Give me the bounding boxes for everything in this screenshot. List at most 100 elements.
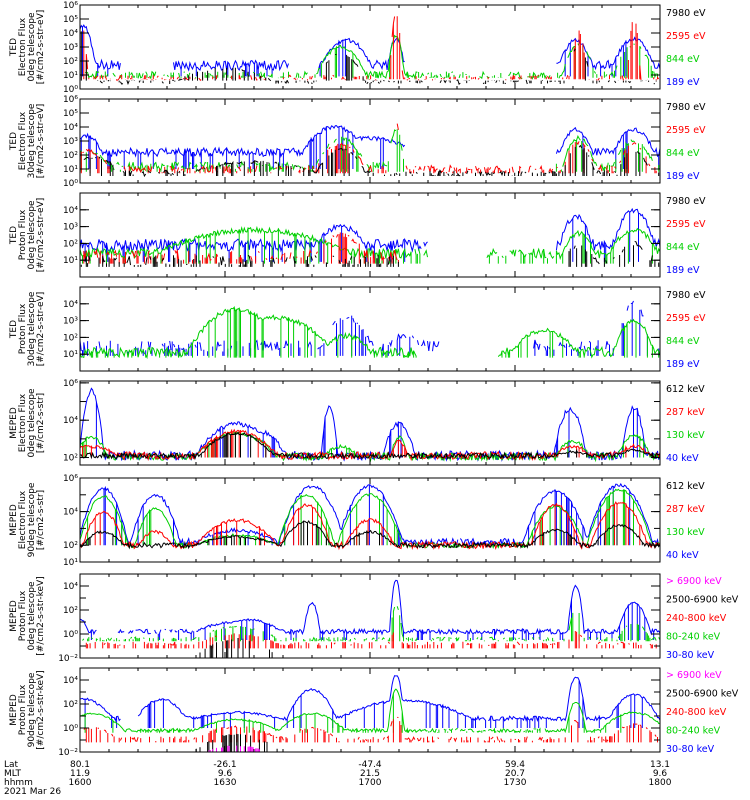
- panel-7: 10⁻² 10⁰ 10² 10⁴ MEPEDProton Flux0deg telesc…: [9, 573, 739, 664]
- y-tick-label: 10⁰: [63, 724, 78, 734]
- y-tick-label: 10²: [63, 606, 78, 616]
- legend-entry: 189 eV: [666, 265, 700, 276]
- y-axis-label-line: 30deg telescope: [27, 103, 37, 178]
- legend-entry: 2595 eV: [666, 219, 706, 230]
- legend-entry: 287 keV: [666, 504, 705, 515]
- x-axis-labels: LatMLThhmm80.111.91600-26.19.61630-47.42…: [4, 760, 672, 797]
- y-tick-label: 10¹: [63, 165, 78, 175]
- panel-1-series-1: [79, 24, 661, 77]
- panel-5-series-4: [79, 431, 661, 461]
- y-tick-label: 10⁴: [63, 29, 78, 39]
- x-tick-lat: 80.1: [70, 760, 90, 770]
- y-tick-label: 10⁰: [63, 85, 78, 95]
- legend-entry: 7980 eV: [666, 8, 706, 19]
- x-tick-hhmm: 1700: [359, 778, 382, 788]
- panel-3: 10¹ 10² 10³ 10⁴ TEDProton Flux0deg telescope…: [9, 192, 706, 278]
- legend-entry: 130 keV: [666, 527, 705, 538]
- x-tick-hhmm: 1730: [504, 778, 527, 788]
- series-line: [79, 30, 661, 85]
- y-tick-label: 10¹: [63, 256, 78, 266]
- y-axis-label-line: MEPED: [9, 407, 19, 439]
- y-axis-label-line: 90deg telescope: [27, 482, 37, 557]
- panel-8: 10⁻² 10⁰ 10² 10⁴ MEPEDProton Flux90deg teles…: [9, 667, 739, 758]
- series-line: [79, 501, 661, 551]
- y-axis-label-line: [#/cm2-s-str-eV]: [36, 198, 46, 273]
- y-tick-label: 10²: [63, 57, 78, 67]
- y-axis-label-line: 90deg telescope: [27, 672, 37, 747]
- panel-8-series-2: [80, 688, 661, 734]
- series-line: [79, 125, 661, 169]
- y-axis-label-line: TED: [9, 38, 19, 57]
- y-tick-label: 10²: [63, 239, 78, 249]
- x-row-label: hhmm: [4, 778, 33, 788]
- date-label: 2021 Mar 26: [4, 787, 61, 797]
- legend-entry: 844 eV: [666, 242, 700, 253]
- panel-7-series-1: [79, 579, 661, 640]
- y-axis-label-line: 0deg telescope: [27, 200, 37, 270]
- y-tick-label: 10⁴: [63, 416, 78, 426]
- panel-frame: [79, 286, 661, 372]
- legend-entry: 2500-6900 keV: [666, 595, 739, 606]
- legend-entry: 189 eV: [666, 171, 700, 182]
- series-line: [79, 579, 661, 640]
- panel-7-series-2: [82, 606, 661, 642]
- y-tick-label: 10²: [63, 333, 78, 343]
- series-line: [79, 631, 657, 649]
- y-tick-label: 10²: [63, 454, 78, 464]
- series-line: [79, 306, 661, 360]
- y-axis-label-line: Electron Flux: [18, 111, 28, 170]
- series-line: [79, 24, 661, 77]
- series-line: [199, 638, 273, 658]
- y-axis-label-line: 0deg telescope: [27, 388, 37, 458]
- legend-entry: 30-80 keV: [666, 744, 715, 755]
- legend-entry: 7980 eV: [666, 196, 706, 207]
- legend-entry: 189 eV: [666, 359, 700, 370]
- y-axis-label-line: Proton Flux: [18, 209, 28, 260]
- y-axis-label: MEPEDElectron Flux0deg telescope[#/cm2-s…: [9, 388, 46, 458]
- y-axis-label-line: Proton Flux: [18, 684, 28, 735]
- y-tick-label: 10²: [63, 541, 78, 551]
- panel-6: 10¹ 10² 10⁴ 10⁶ MEPEDElectron Flux90deg tele…: [9, 474, 705, 568]
- legend-entry: > 6900 keV: [666, 576, 722, 587]
- y-axis-label-line: TED: [9, 132, 19, 151]
- y-axis-label-line: TED: [9, 226, 19, 245]
- panel-6-series-1: [79, 482, 661, 547]
- panel-8-series-1: [79, 675, 661, 728]
- panel-1: 10⁰ 10¹ 10² 10³ 10⁴ 10⁵ 10⁶ TEDElectron Flux0de…: [9, 1, 706, 95]
- x-tick-lat: -26.1: [213, 760, 236, 770]
- legend-entry: 189 eV: [666, 77, 700, 88]
- panel-1-series-4: [79, 30, 661, 85]
- x-tick-mlt: 11.9: [70, 769, 90, 779]
- y-tick-label: 10⁰: [63, 179, 78, 189]
- y-axis-label: TEDProton Flux0deg telescope[#/cm2-s-str…: [9, 198, 46, 273]
- series-line: [79, 387, 661, 462]
- y-tick-label: 10³: [63, 317, 78, 327]
- y-tick-label: 10⁴: [63, 676, 78, 686]
- y-axis-label-line: [#/cm2-s-str-keV]: [36, 670, 46, 749]
- series-line: [79, 520, 661, 550]
- panel-6-series-3: [79, 501, 661, 551]
- series-line: [83, 16, 661, 82]
- y-tick-label: 10¹: [63, 71, 78, 81]
- x-tick-hhmm: 1630: [214, 778, 237, 788]
- legend-entry: 80-240 keV: [666, 632, 721, 643]
- y-tick-label: 10⁴: [63, 123, 78, 133]
- series-line: [80, 240, 660, 267]
- legend-entry: 7980 eV: [666, 290, 706, 301]
- legend-entry: 612 keV: [666, 481, 705, 492]
- x-tick-hhmm: 1800: [649, 778, 672, 788]
- y-tick-label: 10³: [63, 43, 78, 53]
- legend-entry: 2500-6900 keV: [666, 689, 739, 700]
- y-axis-label-line: TED: [9, 320, 19, 339]
- panel-1-series-2: [81, 36, 660, 79]
- y-axis-label-line: MEPED: [9, 694, 19, 726]
- y-tick-label: 10¹: [63, 350, 78, 360]
- y-tick-label: 10⁶: [63, 1, 78, 11]
- legend-entry: 844 eV: [666, 148, 700, 159]
- y-axis-label-line: [#/cm2-s-str-eV]: [36, 10, 46, 85]
- x-tick-lat: -47.4: [358, 760, 382, 770]
- panel-1-series-3: [83, 16, 661, 82]
- panel-7-series-4: [199, 638, 273, 658]
